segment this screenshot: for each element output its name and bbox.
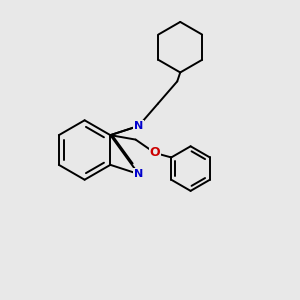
Text: N: N: [134, 121, 143, 131]
Text: O: O: [150, 146, 160, 160]
Text: N: N: [134, 169, 143, 179]
